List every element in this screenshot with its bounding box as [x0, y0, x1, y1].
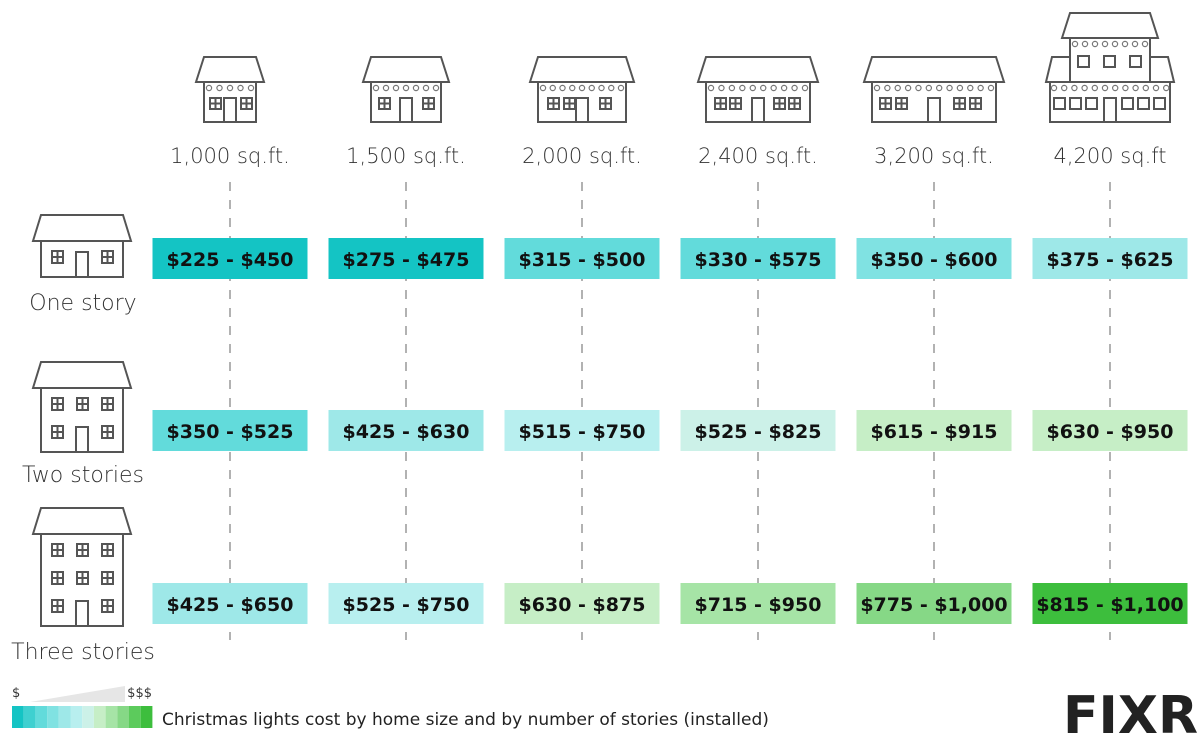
column-label: 2,400 sq.ft. [698, 144, 818, 168]
cost-cell-label: $630 - $875 [519, 594, 646, 616]
column-label: 4,200 sq.ft [1054, 144, 1167, 168]
column-label: 1,000 sq.ft. [170, 144, 290, 168]
cost-cell-bg [1032, 410, 1188, 451]
cost-cell: $525 - $750 [328, 583, 484, 624]
column-house-icon [1044, 12, 1176, 123]
legend-high-label: $$$ [127, 686, 152, 701]
legend-swatch [140, 706, 153, 728]
legend-swatch [58, 706, 71, 728]
cost-cell-label: $425 - $650 [167, 594, 294, 616]
cost-cell: $425 - $630 [328, 410, 484, 451]
cost-cell-bg [328, 410, 484, 451]
legend-wedge [30, 686, 125, 702]
cost-cell-label: $630 - $950 [1047, 421, 1174, 443]
row-house-icon [31, 361, 133, 453]
cost-cell: $815 - $1,100 [1032, 583, 1188, 624]
cost-cell-bg [680, 410, 836, 451]
cost-cell-bg [504, 583, 660, 624]
cost-cell: $525 - $825 [680, 410, 836, 451]
legend-swatches [12, 706, 153, 728]
legend-swatch [82, 706, 94, 728]
cost-cell-bg [856, 410, 1012, 451]
cost-cell-bg [152, 583, 308, 624]
fixr-logo: FIXR [1063, 686, 1198, 739]
cost-cell: $775 - $1,000 [856, 583, 1012, 624]
cost-cell-bg [1032, 238, 1188, 279]
cost-cell-label: $775 - $1,000 [860, 594, 1007, 616]
cost-cell-label: $815 - $1,100 [1036, 594, 1183, 616]
column-label: 2,000 sq.ft. [522, 144, 642, 168]
legend-swatch [35, 706, 48, 728]
row-label: Three stories [11, 640, 155, 665]
legend-swatch [93, 706, 106, 728]
cost-cell-label: $715 - $950 [695, 594, 822, 616]
cost-cell-label: $350 - $525 [167, 421, 294, 443]
cost-cell-label: $515 - $750 [519, 421, 646, 443]
legend-swatch [117, 706, 129, 728]
logo-text: FIXR [1063, 686, 1198, 739]
cost-cell: $630 - $950 [1032, 410, 1188, 451]
cost-cell: $630 - $875 [504, 583, 660, 624]
cost-cell: $425 - $650 [152, 583, 308, 624]
cost-cell-bg [504, 410, 660, 451]
cost-cell-label: $330 - $575 [695, 249, 822, 271]
cost-cell-bg [328, 238, 484, 279]
cost-cell-label: $425 - $630 [343, 421, 470, 443]
column-house-icon [361, 56, 451, 123]
legend-swatch [23, 706, 36, 728]
row-label: One story [29, 291, 136, 316]
cost-cell: $375 - $625 [1032, 238, 1188, 279]
cost-cell-bg [328, 583, 484, 624]
column-label: 3,200 sq.ft. [874, 144, 994, 168]
cost-cell-label: $350 - $600 [871, 249, 998, 271]
column-house-icon [528, 56, 636, 123]
chart-caption: Christmas lights cost by home size and b… [162, 710, 769, 730]
legend-low-label: $ [12, 686, 20, 701]
legend-swatch [12, 706, 24, 728]
cost-cell-bg [152, 410, 308, 451]
row-house-icon [31, 507, 133, 627]
legend-swatch [105, 706, 118, 728]
cost-cell: $350 - $525 [152, 410, 308, 451]
cost-cell-bg [680, 583, 836, 624]
cost-cell: $715 - $950 [680, 583, 836, 624]
cost-cell: $315 - $500 [504, 238, 660, 279]
column-label: 1,500 sq.ft. [346, 144, 466, 168]
cost-cell-bg [1032, 583, 1188, 624]
cost-cell-label: $275 - $475 [343, 249, 470, 271]
column-labels: 1,000 sq.ft. 1,500 sq.ft. 2,000 sq.ft. 2,40… [170, 144, 1166, 168]
cost-cell: $330 - $575 [680, 238, 836, 279]
cost-cell-label: $525 - $825 [695, 421, 822, 443]
cost-cell: $350 - $600 [856, 238, 1012, 279]
cost-cell-label: $315 - $500 [519, 249, 646, 271]
cost-cell-bg [856, 583, 1012, 624]
row-label: Two stories [22, 463, 144, 488]
cost-cell-bg [504, 238, 660, 279]
cost-cell-label: $525 - $750 [343, 594, 470, 616]
legend-swatch [129, 706, 141, 728]
legend-swatch [70, 706, 83, 728]
column-house-icon [696, 56, 820, 123]
cost-cell: $515 - $750 [504, 410, 660, 451]
cost-cell: $225 - $450 [152, 238, 308, 279]
column-house-icon [194, 56, 266, 123]
cost-cell: $615 - $915 [856, 410, 1012, 451]
cost-cell-label: $375 - $625 [1047, 249, 1174, 271]
cost-cell-bg [152, 238, 308, 279]
cost-cell-bg [856, 238, 1012, 279]
legend: $ $$$ Christmas lights cost by home size… [12, 686, 769, 730]
cost-cell-bg [680, 238, 836, 279]
legend-swatch [47, 706, 59, 728]
cost-cell-label: $615 - $915 [871, 421, 998, 443]
cost-cells: $225 - $450 $275 - $475 $315 - $500 $330 - … [152, 238, 1188, 624]
cost-cell-label: $225 - $450 [167, 249, 294, 271]
row-house-icon [31, 214, 133, 278]
column-house-icons [194, 12, 1176, 123]
row-house-icons [31, 214, 133, 627]
row-labels: One story Two stories Three stories [11, 291, 155, 665]
column-house-icon [862, 56, 1006, 123]
cost-cell: $275 - $475 [328, 238, 484, 279]
